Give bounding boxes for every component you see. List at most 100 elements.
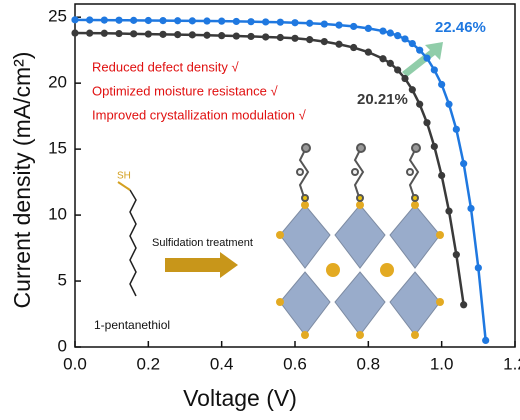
data-point (460, 301, 468, 309)
annotation: Sulfidation treatment (152, 237, 253, 249)
y-tick-label: 15 (48, 139, 67, 158)
annotation: Reduced defect density √ (92, 59, 239, 74)
data-point (276, 18, 284, 26)
data-point (416, 46, 424, 54)
arrow (165, 252, 238, 278)
data-point (86, 29, 94, 37)
data-point (100, 16, 108, 24)
x-tick-label: 0.6 (283, 354, 307, 373)
data-point (86, 16, 94, 24)
data-point (203, 31, 211, 39)
data-point (262, 18, 270, 26)
data-point (394, 32, 402, 40)
data-point (467, 204, 475, 213)
arrow (402, 42, 443, 77)
data-point (452, 251, 460, 259)
data-point (423, 54, 431, 62)
data-point (218, 17, 226, 25)
annotation: Optimized moisture resistance √ (92, 83, 278, 98)
data-point (320, 20, 328, 28)
x-tick-label: 0.4 (210, 354, 234, 373)
data-point (291, 19, 299, 27)
data-point (262, 33, 270, 41)
data-point (144, 16, 152, 25)
data-point (130, 30, 138, 38)
data-point (320, 37, 328, 46)
data-point (144, 30, 152, 38)
annotation: 1-pentanethiol (94, 318, 170, 332)
sh-bond (117, 181, 131, 191)
data-point (335, 21, 343, 29)
octahedra (279, 204, 441, 336)
data-point (386, 29, 394, 37)
y-tick-label: 5 (58, 271, 67, 290)
data-point (306, 36, 314, 44)
y-tick-label: 10 (48, 205, 67, 224)
data-point (188, 31, 196, 39)
data-point (408, 39, 416, 48)
atoms (276, 201, 444, 339)
data-point (203, 17, 211, 25)
data-point (291, 34, 299, 42)
x-tick-label: 0.8 (357, 354, 381, 373)
y-tick-label: 0 (58, 336, 67, 355)
data-point (71, 16, 79, 24)
data-point (174, 17, 182, 25)
data-point (71, 29, 79, 37)
x-tick-label: 0.0 (63, 354, 87, 373)
data-point (159, 17, 167, 25)
data-point (438, 171, 446, 180)
data-point (445, 100, 453, 108)
annotation: Improved crystallization modulation √ (92, 107, 307, 122)
y-tick-label: 20 (48, 73, 67, 92)
data-point (401, 35, 409, 43)
data-point (247, 32, 255, 41)
data-point (350, 22, 358, 31)
data-point (430, 66, 438, 74)
data-point (232, 17, 240, 26)
data-point (350, 43, 358, 52)
data-point (115, 29, 123, 38)
data-point (188, 17, 196, 25)
data-point (306, 19, 314, 27)
data-point (335, 40, 343, 48)
data-point (401, 74, 409, 83)
data-point (364, 48, 372, 56)
x-tick-label: 1.0 (430, 354, 454, 373)
data-point (386, 59, 394, 67)
data-point (482, 336, 490, 345)
data-point (159, 30, 167, 38)
data-point (460, 160, 468, 168)
data-point (364, 24, 372, 33)
data-point (218, 32, 226, 40)
data-point (115, 16, 123, 24)
data-point (276, 33, 284, 42)
thiol-chain (129, 189, 137, 297)
data-point (394, 66, 402, 74)
x-tick-label: 0.2 (137, 354, 161, 373)
data-point (408, 86, 416, 94)
data-point (474, 264, 482, 272)
data-point (379, 27, 387, 35)
data-point (247, 18, 255, 26)
series-label: 20.21% (357, 91, 408, 108)
data-point (438, 80, 446, 89)
data-point (430, 142, 438, 151)
data-point (174, 31, 182, 39)
x-axis-label: Voltage (V) (183, 385, 297, 411)
structure-illustration (117, 42, 444, 339)
data-point (130, 16, 138, 24)
series-label: 22.46% (435, 19, 486, 36)
x-tick-label: 1.2 (503, 354, 520, 373)
data-point (100, 29, 108, 37)
data-point (379, 55, 387, 63)
annotation: SH (117, 171, 131, 182)
y-tick-label: 25 (48, 7, 67, 26)
molecules (296, 143, 421, 202)
data-point (445, 207, 453, 215)
data-point (416, 100, 424, 108)
data-point (452, 125, 460, 133)
data-point (423, 119, 431, 127)
y-axis-label: Current density (mA/cm²) (9, 52, 35, 309)
